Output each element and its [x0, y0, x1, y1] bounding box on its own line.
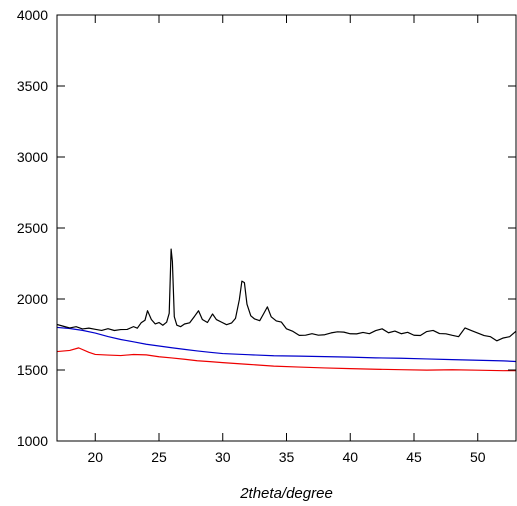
y-tick-label: 4000	[17, 7, 48, 23]
series-line	[57, 248, 516, 342]
x-tick-label: 35	[279, 449, 295, 465]
y-tick-label: 2000	[17, 291, 48, 307]
y-tick-label: 1000	[17, 433, 48, 449]
x-tick-label: 20	[87, 449, 103, 465]
x-tick-label: 30	[215, 449, 231, 465]
y-tick-label: 3500	[17, 78, 48, 94]
y-tick-label: 2500	[17, 220, 48, 236]
y-tick-label: 1500	[17, 362, 48, 378]
x-tick-label: 45	[406, 449, 422, 465]
y-tick-label: 3000	[17, 149, 48, 165]
series-line	[57, 326, 516, 363]
series-line	[57, 347, 516, 372]
series-layer	[57, 248, 516, 372]
plot-frame	[56, 14, 517, 442]
x-tick-label: 25	[151, 449, 167, 465]
x-axis-label: 2theta/degree	[239, 485, 333, 502]
x-tick-label: 40	[342, 449, 358, 465]
x-tick-label: 50	[470, 449, 486, 465]
tick-layer: 20 25 30 35 40 45 50 1000 1500 2000 2500 3000 3500 40…	[17, 7, 516, 465]
